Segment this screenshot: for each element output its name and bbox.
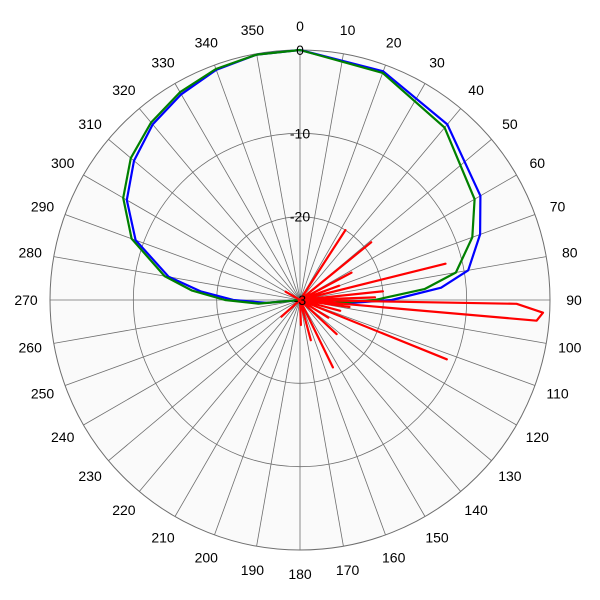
axis-labels: 0 10 20 30 40 50 60 70 80 90 100 110 120 130 140 150 160… <box>14 18 582 582</box>
angle-label-250: 250 <box>31 386 55 402</box>
spoke-line-250 <box>64 299 301 386</box>
angle-label-180: 180 <box>288 566 312 582</box>
spoke-line-240 <box>83 299 301 426</box>
angle-label-170: 170 <box>336 562 360 578</box>
angle-label-50: 50 <box>502 116 518 132</box>
spoke-line-210 <box>174 299 301 517</box>
angle-label-0: 0 <box>296 18 304 34</box>
angle-label-110: 110 <box>546 386 569 402</box>
spoke-line-40 <box>299 108 462 301</box>
spoke-line-320 <box>138 108 301 301</box>
angle-label-340: 340 <box>195 35 219 51</box>
angle-label-120: 120 <box>526 429 550 445</box>
spoke-line-260 <box>53 299 301 344</box>
angle-label-30: 30 <box>429 55 445 71</box>
spoke-line-340 <box>214 64 301 301</box>
series-line-2 <box>122 48 476 305</box>
spoke-line-130 <box>299 299 492 462</box>
spoke-line-190 <box>256 299 301 547</box>
angle-label-200: 200 <box>195 550 219 566</box>
angle-label-290: 290 <box>31 198 55 214</box>
angle-label-90: 90 <box>566 292 582 308</box>
angle-label-210: 210 <box>151 529 175 545</box>
angle-label-190: 190 <box>241 562 265 578</box>
spoke-line-350 <box>256 53 301 301</box>
spoke-line-20 <box>299 64 386 301</box>
spoke-line-80 <box>299 256 547 301</box>
spoke-line-300 <box>83 174 301 301</box>
angle-label-230: 230 <box>78 468 102 484</box>
series-line-1 <box>125 48 482 305</box>
spoke-line-310 <box>108 138 301 301</box>
angle-label-240: 240 <box>51 429 75 445</box>
angle-label-150: 150 <box>425 529 449 545</box>
series-group <box>122 48 545 369</box>
angle-label-330: 330 <box>151 55 175 71</box>
ring-label-m30: -3 <box>294 292 307 308</box>
angle-label-100: 100 <box>558 340 582 356</box>
spoke-line-110 <box>299 299 536 386</box>
spoke-line-30 <box>299 83 426 301</box>
spoke-line-10 <box>299 53 344 301</box>
spoke-line-230 <box>108 299 301 462</box>
angle-label-320: 320 <box>112 82 136 98</box>
angle-label-130: 130 <box>498 468 522 484</box>
angle-label-60: 60 <box>530 155 546 171</box>
spoke-line-150 <box>299 299 426 517</box>
spoke-line-280 <box>53 256 301 301</box>
spoke-line-170 <box>299 299 344 547</box>
series-line-3 <box>280 229 545 369</box>
spoke-line-290 <box>64 214 301 301</box>
angle-label-140: 140 <box>464 502 488 518</box>
angle-label-220: 220 <box>112 502 136 518</box>
angle-label-300: 300 <box>51 155 75 171</box>
spoke-line-330 <box>174 83 301 301</box>
angle-label-80: 80 <box>562 244 578 260</box>
spoke-line-140 <box>299 299 462 492</box>
angle-label-310: 310 <box>78 116 102 132</box>
spoke-line-220 <box>138 299 301 492</box>
ring-label-m20: -20 <box>290 209 310 225</box>
angle-label-10: 10 <box>340 22 356 38</box>
angle-label-40: 40 <box>468 82 484 98</box>
angle-label-350: 350 <box>241 22 265 38</box>
angle-label-280: 280 <box>19 244 43 260</box>
ring-label-m10: -10 <box>290 125 310 141</box>
polar-grid <box>49 49 551 551</box>
spoke-line-200 <box>214 299 301 536</box>
spoke-line-160 <box>299 299 386 536</box>
angle-label-270: 270 <box>14 292 38 308</box>
ring-label-0: 0 <box>296 42 304 58</box>
angle-label-160: 160 <box>382 550 406 566</box>
angle-label-260: 260 <box>19 340 43 356</box>
spoke-line-120 <box>299 299 517 426</box>
ring-m10 <box>132 132 468 468</box>
spoke-line-100 <box>299 299 547 344</box>
angle-label-20: 20 <box>386 35 402 51</box>
angle-label-70: 70 <box>550 198 566 214</box>
